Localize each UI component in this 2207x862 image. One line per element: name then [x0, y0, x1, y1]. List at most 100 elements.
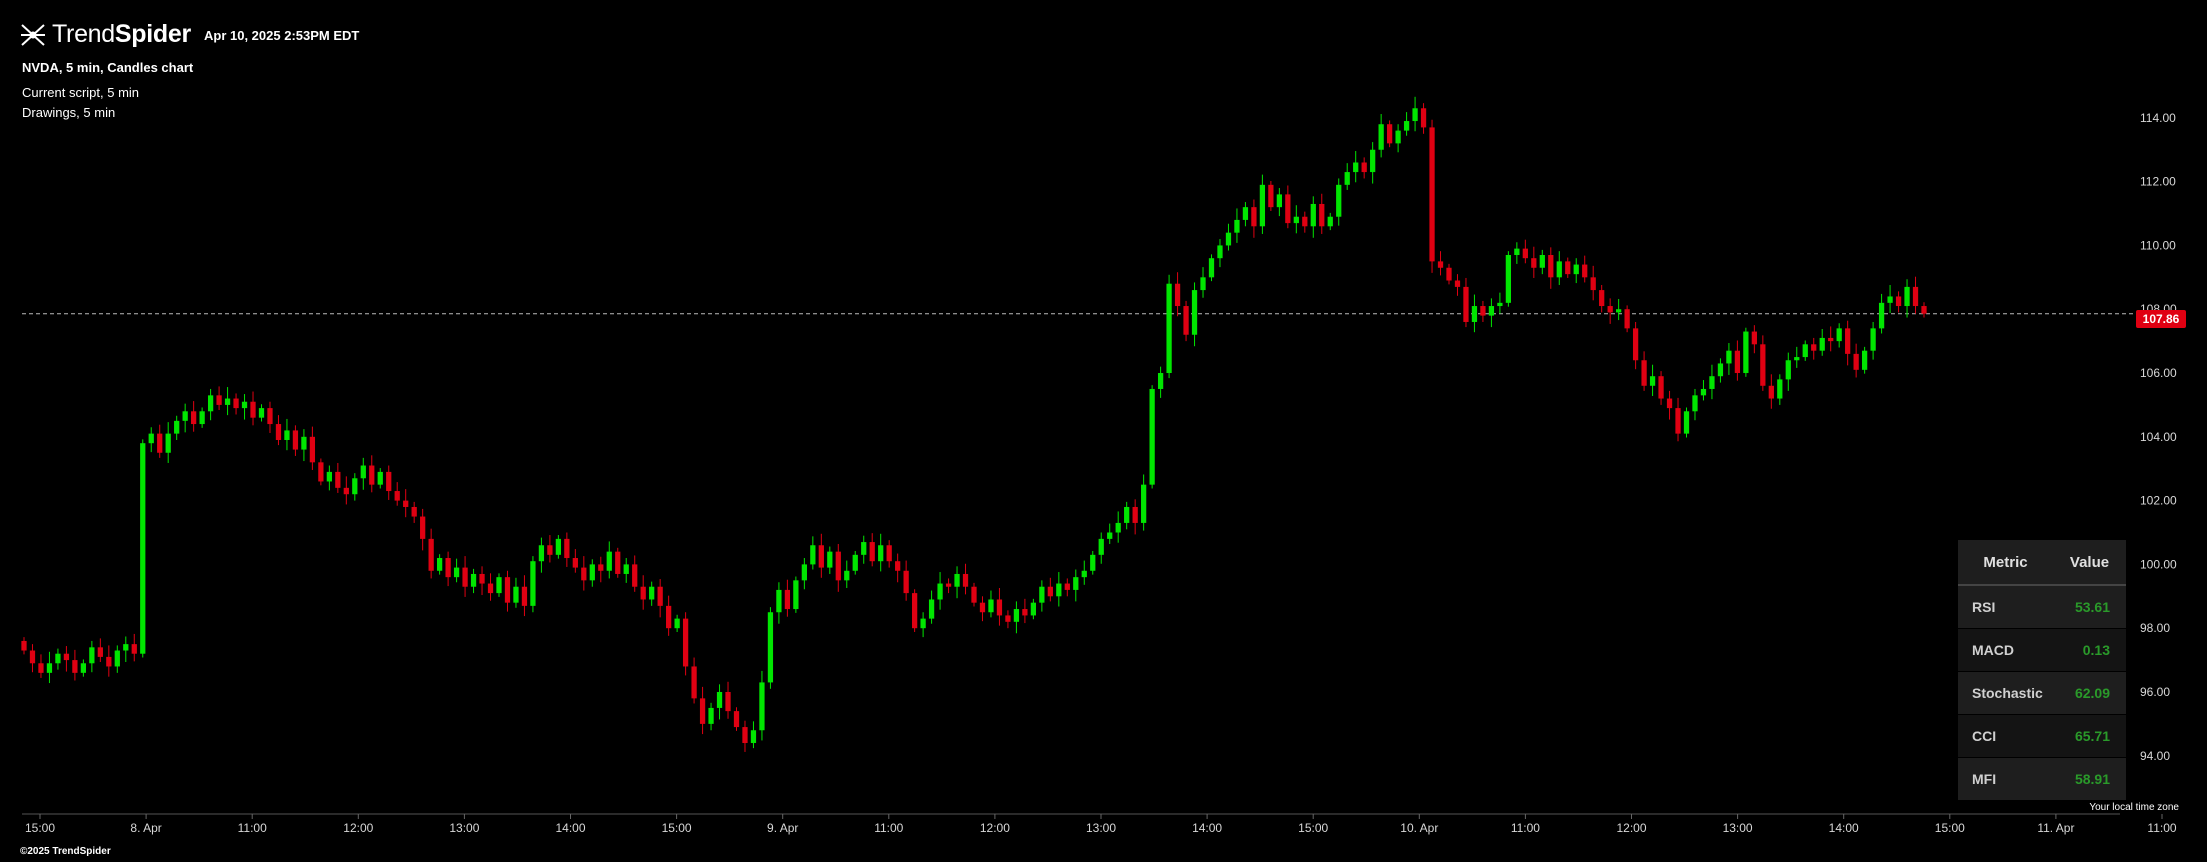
candle: [309, 426, 316, 470]
candle: [1285, 185, 1291, 229]
candle-body: [318, 462, 324, 482]
candle-body: [513, 586, 519, 603]
candle-body: [420, 516, 426, 539]
drawings-label[interactable]: Drawings, 5 min: [22, 105, 116, 120]
candle: [1310, 196, 1316, 238]
candle: [1675, 397, 1681, 442]
candle-body: [699, 698, 706, 724]
candle: [199, 407, 205, 428]
candle: [1760, 335, 1766, 391]
candle-body: [793, 580, 799, 610]
candle-body: [920, 618, 926, 629]
candle: [699, 686, 706, 735]
candle-body: [1302, 216, 1308, 227]
candle-body: [988, 599, 994, 613]
candle: [131, 633, 137, 662]
candle-body: [1174, 283, 1181, 307]
candle-body: [555, 538, 562, 555]
candle: [716, 684, 723, 720]
candle: [1616, 299, 1622, 321]
candle: [615, 547, 621, 578]
candle-body: [157, 433, 163, 453]
current-script-label[interactable]: Current script, 5 min: [22, 85, 140, 100]
candle: [1081, 560, 1087, 585]
candle: [640, 575, 646, 610]
candle: [801, 558, 807, 590]
candle: [496, 573, 502, 597]
candle-body: [649, 586, 655, 600]
candle: [1191, 282, 1198, 347]
candle-body: [148, 433, 154, 444]
candle-body: [1582, 264, 1588, 278]
candle-body: [1420, 108, 1427, 128]
candle-body: [1454, 280, 1461, 287]
candle: [1514, 242, 1520, 264]
candle-body: [114, 650, 120, 667]
candle: [1861, 346, 1868, 374]
candle: [97, 638, 103, 662]
candle: [767, 607, 774, 689]
candle-body: [581, 567, 587, 581]
candle-body: [1683, 411, 1690, 434]
chart-symbol-label[interactable]: NVDA, 5 min, Candles chart: [22, 60, 194, 75]
candle: [377, 468, 383, 489]
candle-body: [1268, 184, 1274, 208]
candle: [403, 489, 409, 518]
candle: [1386, 120, 1393, 148]
candle-body: [1488, 306, 1495, 316]
candle: [1319, 193, 1325, 234]
candle: [462, 556, 468, 597]
candle: [1717, 358, 1724, 383]
candle: [1242, 202, 1249, 227]
candle-body: [1157, 373, 1164, 389]
candle: [1624, 305, 1630, 333]
candle-body: [224, 398, 231, 405]
candle-body: [1768, 385, 1774, 399]
candle: [911, 589, 918, 633]
price-axis[interactable]: 114.00112.00110.00108.00106.00104.00102.…: [2140, 111, 2177, 763]
copyright: ©2025 TrendSpider: [20, 846, 111, 857]
candle: [1395, 124, 1401, 153]
candle: [1166, 274, 1172, 379]
last-price-tag: 107.86: [2136, 310, 2186, 328]
candle: [453, 558, 460, 583]
candle-body: [479, 573, 485, 584]
x-tick-label: 15:00: [662, 821, 692, 835]
candle-body: [1047, 586, 1053, 597]
candle: [1904, 279, 1910, 318]
timezone-note[interactable]: Your local time zone: [2089, 802, 2179, 813]
candle: [46, 651, 53, 684]
candle-body: [818, 545, 824, 568]
candle-body: [623, 564, 629, 574]
candle: [810, 536, 816, 570]
candle: [1768, 374, 1774, 409]
x-tick-label: 8. Apr: [130, 821, 161, 835]
candle: [411, 501, 417, 523]
candle-body: [1412, 108, 1418, 122]
candle-body: [598, 564, 604, 571]
candle-body: [852, 554, 858, 571]
metrics-header-value: Value: [2053, 540, 2126, 586]
metrics-row-rsi: RSI 53.61: [1958, 584, 2126, 629]
time-axis[interactable]: 15:00 8. Apr 11:00 12:00 13:00 14:00 15:00 9. A…: [22, 813, 2177, 835]
candle-body: [827, 551, 833, 568]
candle-body: [1149, 388, 1155, 485]
candle: [1208, 254, 1215, 282]
candle-body: [72, 660, 78, 673]
candle: [666, 595, 672, 636]
y-tick-label: 102.00: [2140, 494, 2177, 508]
candle-body: [309, 436, 316, 463]
x-tick-label: 15:00: [25, 821, 55, 835]
candle-body: [1353, 162, 1359, 173]
candle-body: [776, 589, 782, 613]
candle-body: [1836, 328, 1842, 342]
candle: [1336, 178, 1342, 226]
candle: [878, 533, 884, 572]
candle: [937, 572, 943, 610]
candle-body: [1887, 296, 1893, 303]
candle: [1912, 276, 1919, 314]
candle: [1412, 96, 1418, 132]
candle-body: [1607, 306, 1613, 313]
candle-body: [564, 538, 570, 559]
